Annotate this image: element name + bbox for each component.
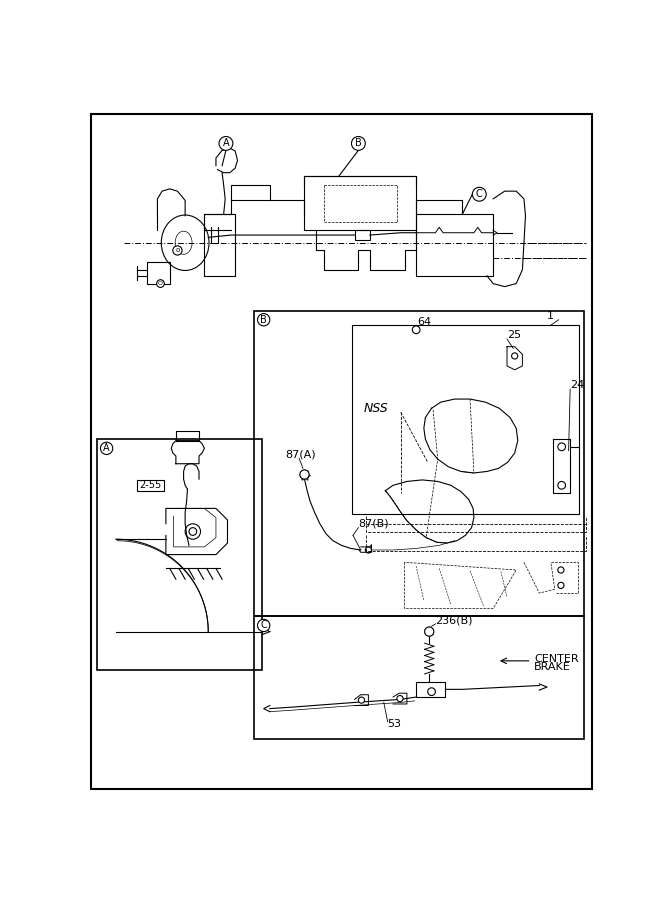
Text: 64: 64 [418,317,432,327]
Text: 87(A): 87(A) [285,449,316,460]
Text: o: o [175,248,179,254]
Text: 25: 25 [507,330,521,340]
Text: B: B [355,139,362,148]
Text: 53: 53 [388,719,402,729]
Text: CENTER: CENTER [534,653,578,663]
Circle shape [558,582,564,589]
Circle shape [425,627,434,636]
Text: 87(B): 87(B) [358,518,389,529]
Text: B: B [260,315,267,325]
Circle shape [219,137,233,150]
Bar [254,616,584,740]
Circle shape [101,442,113,454]
Circle shape [173,246,182,255]
Text: C: C [260,620,267,630]
Text: A: A [103,444,110,454]
Circle shape [428,688,436,696]
Circle shape [412,326,420,334]
Text: C: C [476,189,483,199]
Bar [323,185,397,222]
Text: O: O [158,281,163,286]
Bar [137,480,164,491]
Bar [352,325,580,514]
Text: BRAKE: BRAKE [534,662,571,672]
Bar [147,262,169,284]
Circle shape [558,567,564,573]
Bar [204,214,235,276]
Text: 1: 1 [547,310,554,321]
Bar [254,310,584,616]
Circle shape [472,187,486,202]
Bar [305,176,416,230]
Bar [97,439,262,670]
Text: 236(B): 236(B) [436,615,473,626]
Text: 2-55: 2-55 [139,481,161,491]
Text: A: A [223,139,229,148]
Circle shape [257,619,270,632]
Circle shape [352,137,366,150]
Circle shape [257,313,270,326]
Circle shape [300,470,309,479]
Text: 24: 24 [570,380,584,391]
Bar [355,230,370,240]
Bar [416,214,493,276]
Text: NSS: NSS [364,401,388,415]
Circle shape [397,696,403,702]
Circle shape [157,280,164,287]
Circle shape [358,697,365,703]
